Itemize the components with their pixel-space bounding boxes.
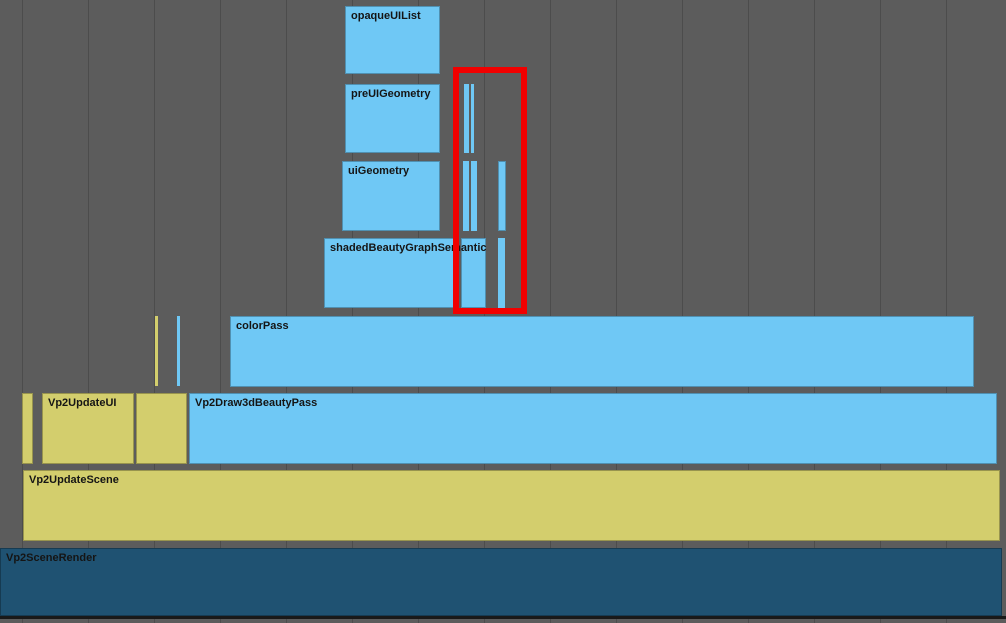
gridline bbox=[154, 0, 155, 623]
profiler-bar-Vp2Draw3dBeautyPass[interactable]: Vp2Draw3dBeautyPass bbox=[189, 393, 997, 464]
bar-label: preUIGeometry bbox=[351, 88, 431, 100]
profiler-bar-uiGeometry-sliver-2[interactable] bbox=[471, 161, 477, 231]
profiler-bar-shadedBeautyGraphSemantic[interactable]: shadedBeautyGraphSemantic bbox=[324, 238, 487, 308]
bar-label: Vp2UpdateUI bbox=[48, 397, 117, 409]
bar-label: Vp2UpdateScene bbox=[29, 474, 119, 486]
gridline bbox=[682, 0, 683, 623]
profiler-bar-updateUI-unlabeled[interactable] bbox=[136, 393, 187, 464]
gridline bbox=[550, 0, 551, 623]
profiler-bar-colorPass-sliver-2[interactable] bbox=[177, 316, 180, 386]
gridline bbox=[220, 0, 221, 623]
bar-label: colorPass bbox=[236, 320, 289, 332]
bottom-border-line bbox=[0, 616, 1006, 619]
profiler-bar-uiGeometry-sliver-3[interactable] bbox=[498, 161, 506, 231]
gridline bbox=[286, 0, 287, 623]
gridline bbox=[748, 0, 749, 623]
gridline bbox=[814, 0, 815, 623]
gridline bbox=[880, 0, 881, 623]
gridline bbox=[88, 0, 89, 623]
gridline bbox=[22, 0, 23, 623]
gridline bbox=[946, 0, 947, 623]
profiler-bar-Vp2UpdateUI[interactable]: Vp2UpdateUI bbox=[42, 393, 134, 464]
gridline bbox=[418, 0, 419, 623]
bar-label: Vp2Draw3dBeautyPass bbox=[195, 397, 318, 409]
profiler-bar-shadedBeauty-sliver-2[interactable] bbox=[498, 238, 505, 308]
profiler-bar-preUIGeometry[interactable]: preUIGeometry bbox=[345, 84, 440, 153]
gridline bbox=[352, 0, 353, 623]
bar-label: Vp2SceneRender bbox=[6, 552, 97, 564]
profiler-bar-preUIGeometry-sliver-2[interactable] bbox=[471, 84, 474, 153]
highlight-rectangle bbox=[453, 67, 527, 314]
bar-label: opaqueUIList bbox=[351, 10, 421, 22]
bar-label: shadedBeautyGraphSemantic bbox=[330, 242, 487, 254]
profiler-bar-uiGeometry-sliver-1[interactable] bbox=[463, 161, 469, 231]
gridline bbox=[616, 0, 617, 623]
profiler-bar-preUIGeometry-sliver-1[interactable] bbox=[464, 84, 469, 153]
profiler-bar-opaqueUIList[interactable]: opaqueUIList bbox=[345, 6, 440, 74]
bar-label: uiGeometry bbox=[348, 165, 410, 177]
profiler-bar-updateUI-sliver[interactable] bbox=[22, 393, 33, 464]
profiler-bar-uiGeometry[interactable]: uiGeometry bbox=[342, 161, 440, 231]
profiler-bar-shadedBeauty-sliver-1[interactable] bbox=[461, 238, 486, 308]
profiler-bar-colorPass[interactable]: colorPass bbox=[230, 316, 974, 387]
profiler-bar-colorPass-sliver-1[interactable] bbox=[155, 316, 158, 386]
profiler-bar-Vp2SceneRender[interactable]: Vp2SceneRender bbox=[0, 548, 1002, 616]
profiler-bar-Vp2UpdateScene[interactable]: Vp2UpdateScene bbox=[23, 470, 1000, 541]
